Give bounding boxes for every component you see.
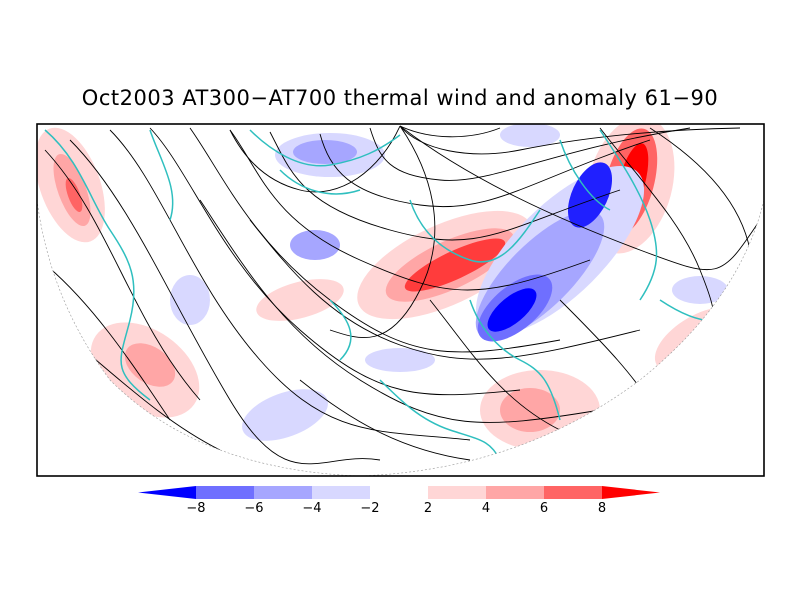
streamline bbox=[399, 125, 761, 271]
colorbar-tick-label: 8 bbox=[598, 501, 606, 516]
coastline bbox=[469, 299, 561, 421]
colorbar-tick-label: 6 bbox=[540, 501, 548, 516]
anomaly-negative bbox=[365, 348, 435, 372]
anomaly-positive bbox=[404, 238, 506, 292]
streamline bbox=[69, 139, 381, 465]
anomaly-negative bbox=[170, 275, 210, 325]
coastline bbox=[599, 129, 658, 301]
coastline bbox=[329, 299, 352, 361]
coastline bbox=[379, 379, 501, 461]
coastline bbox=[279, 169, 361, 195]
streamline bbox=[299, 379, 471, 461]
streamline bbox=[149, 127, 521, 396]
anomaly-negative bbox=[487, 288, 537, 332]
map-boundary bbox=[36, 199, 765, 477]
colorbar-tick-label: −8 bbox=[186, 501, 205, 516]
streamline bbox=[429, 299, 561, 431]
streamline bbox=[39, 259, 171, 421]
colorbar-swatch bbox=[196, 486, 254, 499]
colorbar-swatch bbox=[486, 486, 544, 499]
anomaly-positive bbox=[65, 177, 83, 213]
coastline bbox=[409, 199, 541, 263]
colorbar-swatch bbox=[544, 486, 602, 499]
streamline bbox=[369, 127, 691, 181]
coastline bbox=[44, 129, 151, 401]
colorbar-swatch bbox=[370, 486, 428, 499]
colorbar-arrow-right bbox=[602, 486, 660, 499]
map-frame bbox=[36, 123, 765, 477]
streamline bbox=[399, 125, 501, 138]
coastline bbox=[559, 139, 611, 211]
colorbar-swatch bbox=[312, 486, 370, 499]
streamline bbox=[399, 125, 741, 155]
streamline bbox=[269, 131, 621, 241]
streamline bbox=[199, 199, 601, 423]
coastline bbox=[149, 129, 174, 221]
streamline bbox=[229, 129, 591, 291]
anomaly-positive bbox=[124, 343, 176, 387]
colorbar-tick-label: 4 bbox=[482, 501, 490, 516]
streamline bbox=[649, 127, 751, 251]
colorbar-swatch bbox=[254, 486, 312, 499]
anomaly-negative bbox=[293, 140, 357, 164]
colorbar-tick-label: 2 bbox=[424, 501, 432, 516]
coastlines bbox=[44, 129, 741, 461]
streamline bbox=[109, 129, 471, 441]
anomaly-positive bbox=[500, 388, 560, 432]
coastline bbox=[249, 129, 401, 167]
anomaly-negative bbox=[290, 230, 340, 260]
streamline bbox=[329, 125, 436, 338]
anomaly-negative bbox=[500, 124, 560, 147]
page-title: Oct2003 AT300−AT700 thermal wind and ano… bbox=[81, 86, 719, 110]
streamline bbox=[229, 125, 401, 193]
colorbar-tick-label: −4 bbox=[302, 501, 321, 516]
colorbar-tick-label: −2 bbox=[360, 501, 379, 516]
anomaly-negative bbox=[672, 276, 728, 304]
colorbar-swatch bbox=[428, 486, 486, 499]
colorbar-tick-label: −6 bbox=[244, 501, 263, 516]
colorbar-arrow-left bbox=[138, 486, 196, 499]
anomaly-positive bbox=[256, 279, 344, 321]
streamline bbox=[44, 149, 201, 401]
streamline bbox=[249, 219, 641, 360]
